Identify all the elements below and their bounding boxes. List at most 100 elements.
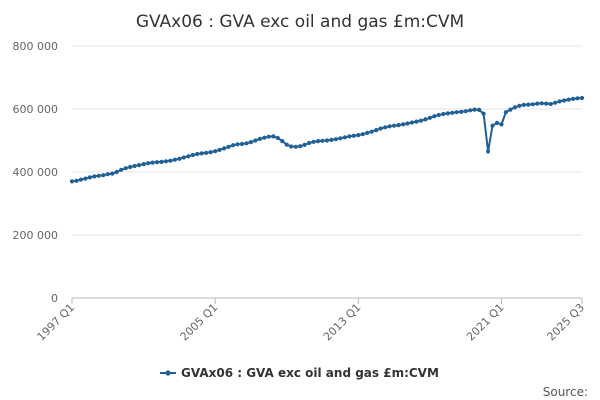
data-point[interactable] [544, 101, 549, 106]
data-point[interactable] [186, 154, 191, 159]
data-point[interactable] [575, 96, 580, 101]
data-point[interactable] [239, 141, 245, 147]
data-point[interactable] [128, 164, 133, 170]
data-point[interactable] [271, 134, 276, 139]
data-point[interactable] [119, 167, 124, 172]
data-point[interactable] [526, 102, 531, 107]
data-point[interactable] [195, 151, 200, 157]
data-point[interactable] [74, 178, 79, 183]
data-point[interactable] [163, 159, 168, 164]
data-point[interactable] [392, 123, 397, 128]
data-point[interactable] [123, 166, 128, 171]
data-point[interactable] [96, 173, 101, 178]
data-point[interactable] [566, 97, 571, 102]
data-point[interactable] [190, 152, 195, 158]
data-point[interactable] [472, 107, 477, 112]
data-point[interactable] [450, 110, 455, 115]
data-point[interactable] [512, 105, 518, 110]
data-point[interactable] [168, 158, 173, 163]
data-point[interactable] [553, 100, 558, 105]
data-point[interactable] [333, 137, 338, 142]
data-point[interactable] [302, 142, 307, 147]
data-point[interactable] [401, 122, 406, 127]
data-point[interactable] [257, 136, 262, 141]
data-point[interactable] [463, 109, 468, 114]
data-point[interactable] [204, 150, 209, 155]
data-point[interactable] [222, 146, 227, 151]
data-point[interactable] [445, 111, 450, 116]
data-point[interactable] [499, 122, 504, 127]
data-point[interactable] [132, 163, 137, 169]
data-point[interactable] [226, 144, 231, 149]
data-point[interactable] [369, 129, 374, 134]
data-point[interactable] [517, 103, 522, 108]
data-point[interactable] [110, 171, 115, 176]
data-point[interactable] [539, 101, 544, 106]
data-point[interactable] [436, 112, 441, 118]
data-point[interactable] [217, 147, 222, 152]
data-point[interactable] [101, 173, 106, 178]
data-point[interactable] [521, 102, 526, 107]
data-point[interactable] [508, 107, 513, 112]
data-point[interactable] [338, 136, 343, 141]
data-point[interactable] [69, 179, 75, 184]
data-point[interactable] [535, 101, 540, 106]
data-point[interactable] [481, 111, 486, 116]
data-point[interactable] [459, 109, 464, 114]
data-point[interactable] [284, 142, 289, 147]
data-point[interactable] [78, 177, 83, 182]
data-point[interactable] [468, 108, 473, 113]
data-point[interactable] [571, 96, 576, 101]
data-point[interactable] [199, 151, 204, 156]
data-point[interactable] [324, 138, 330, 143]
data-point[interactable] [137, 163, 142, 168]
data-point[interactable] [316, 139, 321, 144]
data-point[interactable] [360, 132, 365, 137]
data-point[interactable] [503, 110, 508, 115]
data-point[interactable] [530, 102, 535, 107]
data-point[interactable] [114, 169, 119, 175]
data-point[interactable] [494, 120, 500, 125]
data-point[interactable] [235, 142, 240, 147]
data-point[interactable] [177, 156, 182, 161]
data-point[interactable] [231, 143, 236, 148]
data-point[interactable] [432, 114, 437, 119]
data-point[interactable] [486, 149, 491, 154]
data-point[interactable] [248, 140, 253, 145]
data-point[interactable] [141, 162, 146, 167]
data-point[interactable] [307, 140, 312, 146]
data-point[interactable] [154, 160, 160, 165]
data-point[interactable] [409, 120, 415, 125]
data-point[interactable] [253, 138, 258, 143]
data-point[interactable] [289, 144, 294, 149]
data-point[interactable] [387, 124, 392, 129]
legend[interactable]: GVAx06 : GVA exc oil and gas £m:CVM [160, 366, 439, 380]
data-point[interactable] [213, 149, 218, 154]
data-point[interactable] [87, 175, 92, 180]
data-point[interactable] [329, 137, 334, 142]
data-point[interactable] [383, 125, 388, 130]
data-point[interactable] [146, 161, 151, 166]
data-point[interactable] [557, 99, 562, 104]
data-point[interactable] [454, 110, 459, 115]
data-point[interactable] [150, 160, 155, 165]
data-point[interactable] [244, 141, 249, 146]
data-point[interactable] [275, 135, 280, 141]
data-point[interactable] [172, 157, 177, 162]
data-point[interactable] [181, 155, 186, 160]
data-point[interactable] [356, 133, 361, 138]
data-point[interactable] [298, 144, 303, 149]
data-point[interactable] [374, 128, 379, 133]
data-point[interactable] [280, 139, 285, 144]
data-point[interactable] [83, 176, 88, 181]
data-series[interactable] [69, 95, 585, 184]
data-point[interactable] [405, 121, 410, 126]
data-point[interactable] [427, 115, 432, 120]
data-point[interactable] [159, 159, 164, 164]
data-point[interactable] [351, 133, 356, 138]
data-point[interactable] [311, 139, 316, 144]
data-point[interactable] [579, 95, 585, 101]
data-point[interactable] [293, 144, 298, 149]
data-point[interactable] [378, 126, 383, 131]
data-point[interactable] [347, 134, 352, 139]
